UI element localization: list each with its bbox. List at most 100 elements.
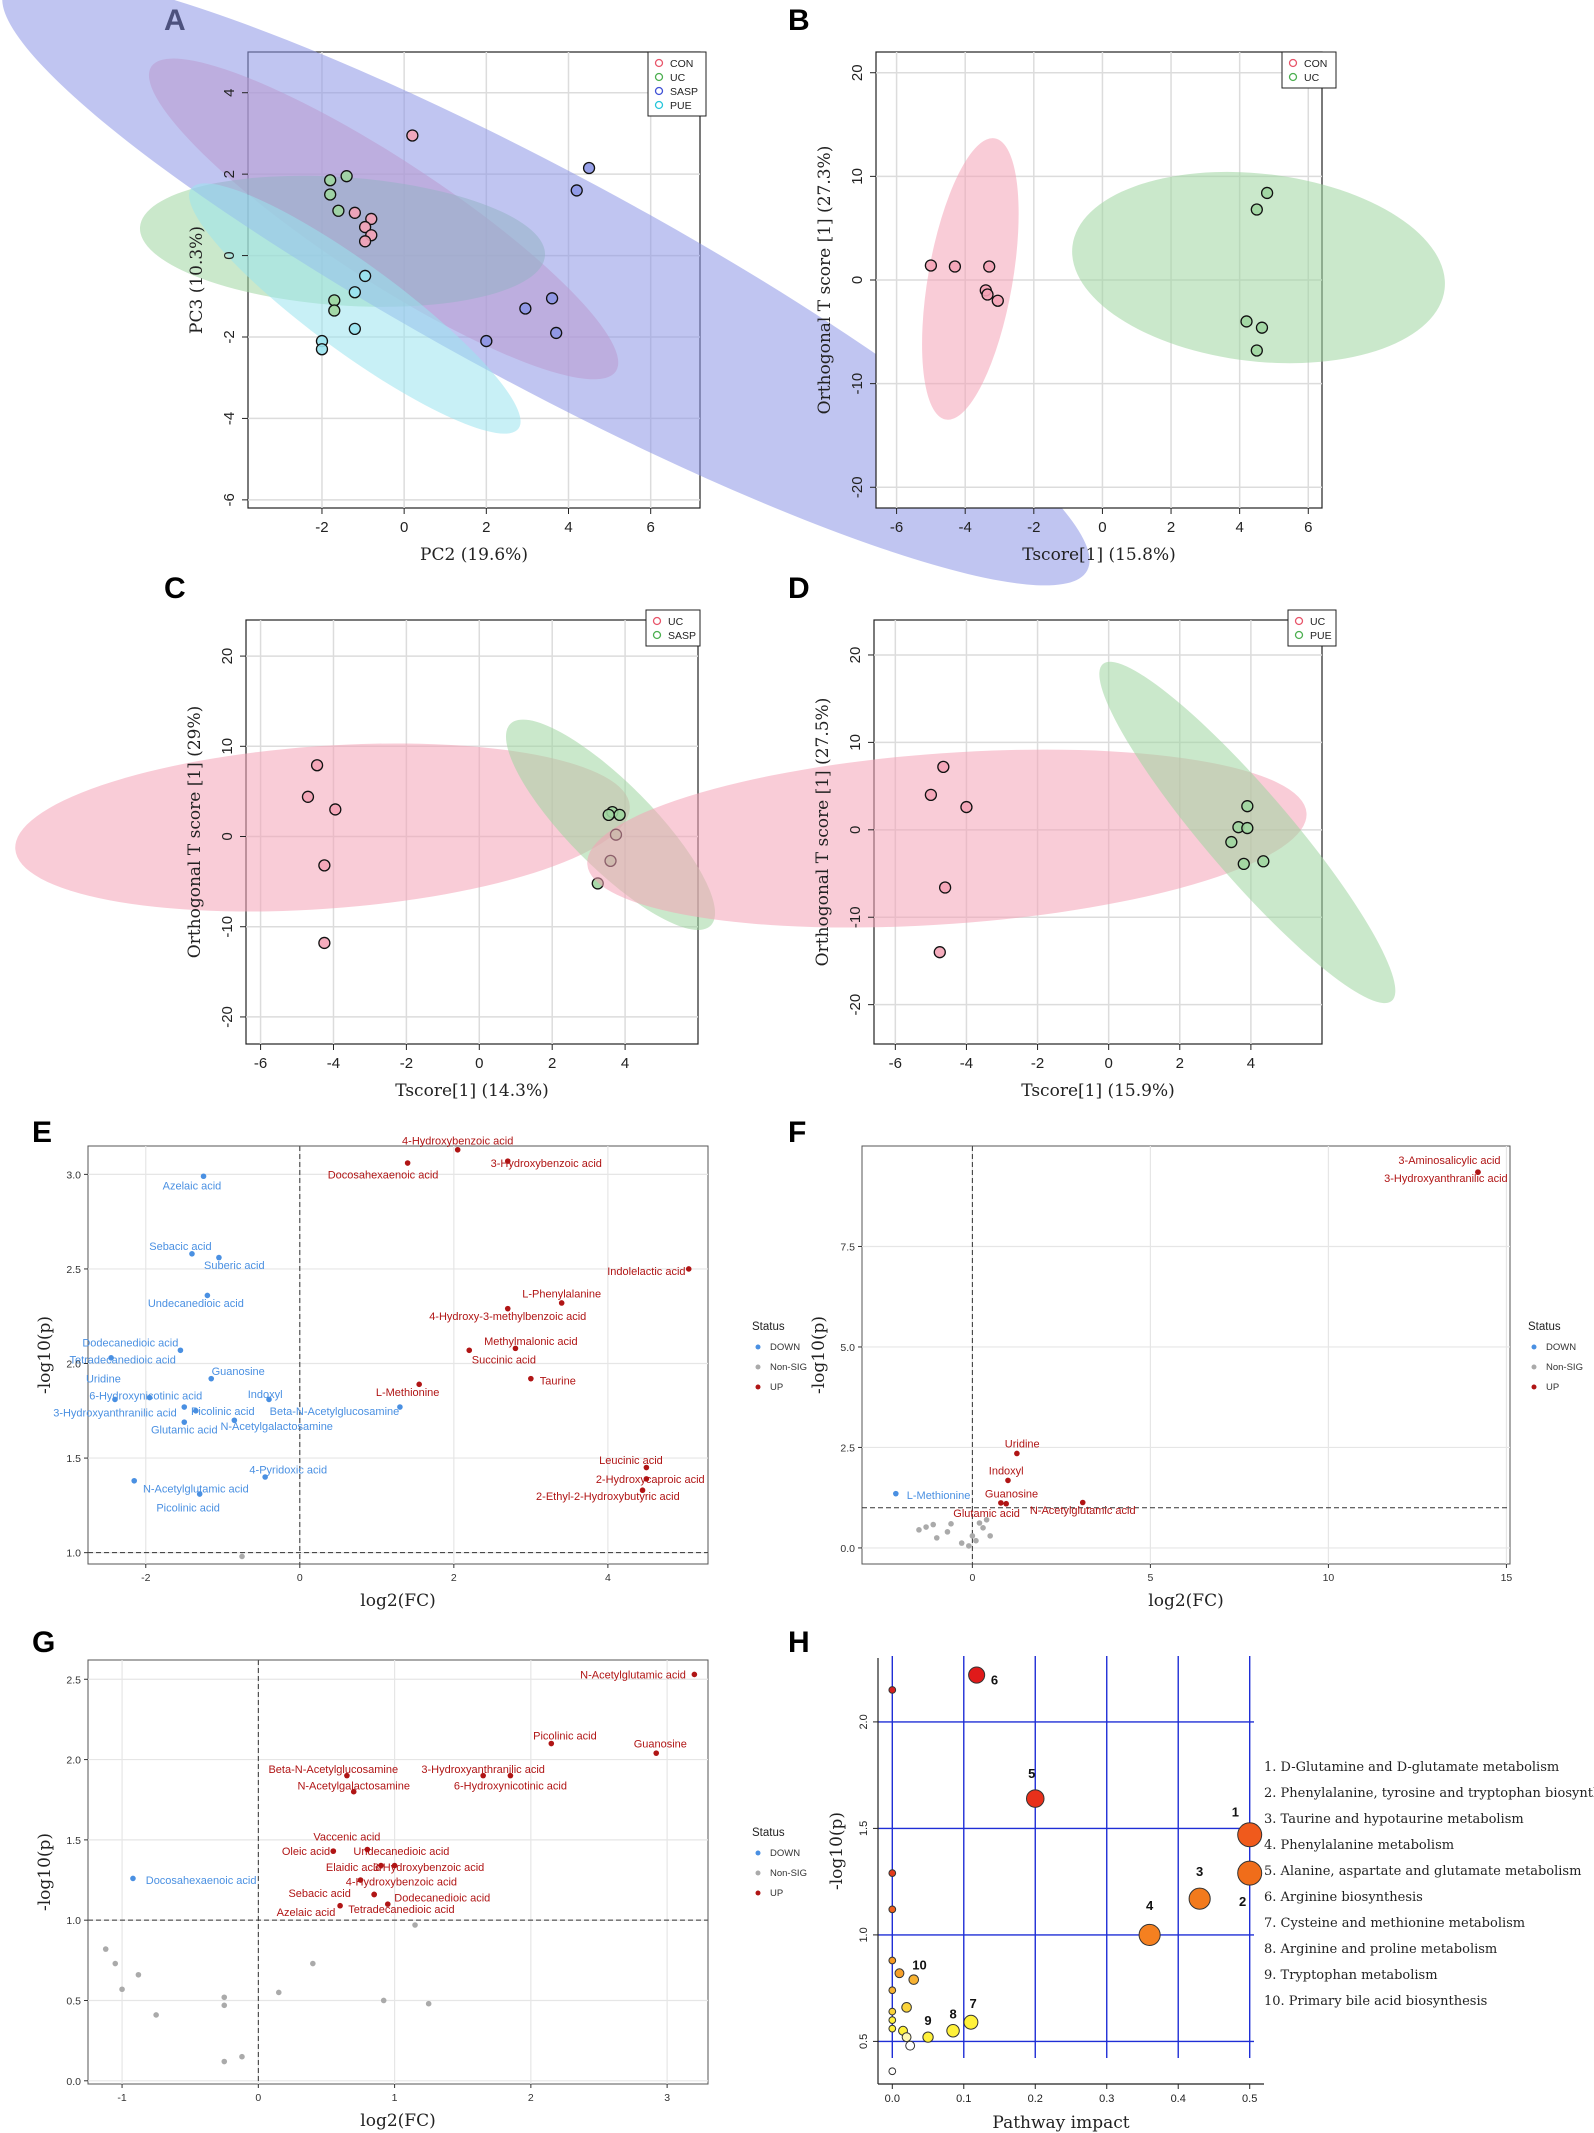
y-tick-label: 3.0 [66, 1169, 81, 1181]
data-point-up [364, 1846, 371, 1853]
data-point-uc [960, 800, 973, 814]
data-point-con [983, 260, 996, 273]
metabolite-label: N-Acetylglutamic acid [580, 1669, 686, 1681]
metabolite-label: Oleic acid [282, 1846, 330, 1858]
pathway-bubble [946, 2024, 960, 2038]
metabolite-label: Succinic acid [472, 1355, 536, 1367]
legend-label: PUE [1310, 630, 1332, 642]
data-point-pue [1241, 800, 1254, 813]
x-tick-label: 4 [564, 519, 572, 536]
pathway-bubble [888, 1905, 897, 1914]
data-point-con [348, 206, 361, 219]
data-point-up [1003, 1500, 1009, 1507]
data-point-down [196, 1491, 203, 1497]
y-tick-label: 5.0 [840, 1342, 855, 1354]
data-point-sasp [582, 161, 596, 175]
data-point-uc [340, 170, 353, 183]
data-point-uc [1260, 186, 1274, 200]
pathway-bubble [963, 2014, 979, 2030]
metabolite-label: Sebacic acid [288, 1888, 350, 1900]
legend-label: DOWN [770, 1848, 800, 1859]
legend-box [1281, 51, 1337, 89]
pathway-bubble [888, 1869, 897, 1877]
data-point-pue [315, 343, 329, 356]
metabolite-label: Suberic acid [204, 1260, 265, 1272]
data-point-up [344, 1772, 350, 1779]
pathway-bubble [1188, 1887, 1211, 1910]
x-tick-label: -2 [141, 1572, 150, 1584]
legend-box [1287, 609, 1337, 647]
pathway-number: 1 [1232, 1804, 1239, 1819]
pathway-bubble [888, 1686, 897, 1694]
data-point-down [262, 1474, 268, 1480]
x-tick-label: 4 [1247, 1055, 1255, 1072]
x-tick-label: 0.5 [1242, 2093, 1257, 2105]
legend-marker-down [1531, 1344, 1537, 1350]
legend-marker-non-sig [1531, 1364, 1537, 1370]
metabolite-label: Glutamic acid [953, 1508, 1020, 1520]
metabolite-label: N-Acetylgalactosamine [220, 1421, 333, 1433]
metabolite-label: Uridine [1005, 1438, 1040, 1450]
legend-marker-sasp [652, 630, 662, 640]
pathway-bubble [888, 2007, 897, 2016]
pathway-bubble [1025, 1789, 1045, 1808]
data-point-con [406, 129, 419, 142]
pathway-number: 5 [1028, 1766, 1035, 1781]
data-point-con [991, 294, 1004, 307]
pathway-number: 10 [912, 1958, 926, 1973]
metabolite-label: Dodecanedioic acid [82, 1338, 178, 1350]
x-axis-title: PC2 (19.6%) [420, 545, 528, 565]
y-tick-label: 0.5 [66, 1995, 81, 2007]
data-point-sasp [613, 808, 626, 822]
data-point-non-sig [944, 1529, 951, 1535]
y-tick-label: 20 [847, 647, 864, 664]
chart-panel-h: 1 2 3 4 5 6 78 9 10 0.0 0.1 0.2 0.3 0.4 0.5 0.5 1.0 1.5 2.… [827, 1656, 1594, 2133]
panel-label-d: D [788, 572, 810, 605]
legend-label: DOWN [770, 1342, 800, 1353]
data-point-up [1005, 1477, 1011, 1484]
pathway-bubble [1237, 1860, 1263, 1886]
pathway-name: 8. Arginine and proline metabolism [1264, 1942, 1497, 1957]
x-tick-label: 4 [1235, 519, 1243, 536]
metabolite-label: Uridine [86, 1374, 121, 1386]
data-point-up [404, 1160, 411, 1166]
x-tick-label: -2 [315, 519, 328, 536]
data-point-down [231, 1417, 238, 1424]
y-tick-label: 1.0 [858, 1927, 870, 1942]
data-point-uc [318, 936, 331, 950]
legend-marker-down [755, 1344, 761, 1350]
metabolite-label: 4-Hydroxybenzoic acid [346, 1877, 457, 1889]
legend-label: PUE [670, 100, 692, 112]
data-point-con [948, 260, 962, 273]
pathway-number: 3 [1196, 1864, 1203, 1879]
x-tick-label: 0.1 [956, 2093, 971, 2105]
metabolite-label: Azelaic acid [163, 1181, 222, 1193]
y-tick-label: 2.0 [66, 1755, 81, 1767]
data-point-down [216, 1254, 222, 1261]
confidence-ellipse-pue [189, 183, 521, 434]
data-point-non-sig [948, 1521, 954, 1527]
data-point-con [365, 212, 378, 226]
data-point-up [528, 1375, 534, 1382]
data-point-down [208, 1375, 215, 1382]
pathway-number: 4 [1146, 1898, 1154, 1913]
data-point-con [981, 288, 994, 301]
metabolite-label: L-Methionine [907, 1490, 971, 1502]
x-axis-title: Tscore[1] (15.8%) [1022, 545, 1176, 565]
data-point-up [512, 1345, 519, 1352]
legend-label: UP [1546, 1382, 1559, 1393]
data-point-down [266, 1396, 272, 1403]
pathway-legend: 1. D-Glutamine and D-glutamate metabolis… [1264, 1760, 1594, 2009]
legend-label: CON [670, 58, 693, 70]
data-point-non-sig [239, 1553, 245, 1560]
data-point-down [200, 1173, 207, 1180]
panel-label-c: C [164, 572, 186, 605]
metabolite-label: Dodecanedioic acid [394, 1893, 490, 1905]
legend-marker-pue [654, 100, 664, 110]
x-tick-label: 3 [664, 2092, 670, 2104]
data-point-non-sig [933, 1535, 940, 1541]
legend-label: SASP [668, 630, 696, 642]
x-tick-label: 6 [647, 519, 655, 536]
data-point-down [177, 1347, 184, 1354]
